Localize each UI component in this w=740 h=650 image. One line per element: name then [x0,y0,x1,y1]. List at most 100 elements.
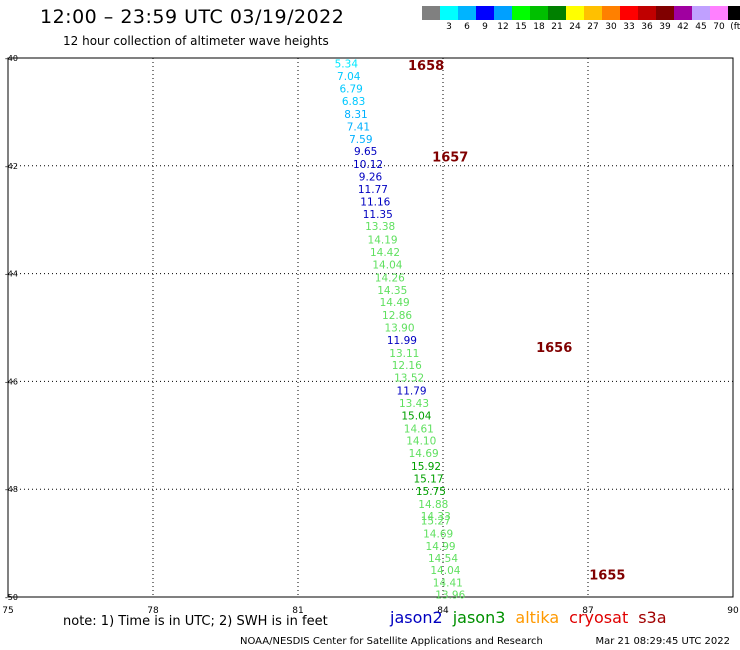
time-label: 1657 [432,151,468,166]
swh-data-point: 14.10 [406,436,436,448]
legend-swatch [638,6,656,20]
y-tick-label: -48 [5,485,18,494]
footer: NOAA/NESDIS Center for Satellite Applica… [240,636,730,647]
swh-data-point: 11.79 [397,386,427,398]
swh-data-point: 7.04 [337,71,361,83]
swh-data-point: 15.04 [401,410,431,422]
swh-data-point: 15.27 [421,515,451,527]
legend-swatch [728,6,740,20]
legend-swatch [674,6,692,20]
swh-data-point: 15.17 [413,473,443,485]
legend-label: 33 [623,22,635,32]
legend-swatch [458,6,476,20]
x-tick-label: 87 [582,606,593,616]
swh-data-point: 14.04 [430,565,460,577]
swh-data-point: 7.59 [349,134,372,146]
y-tick-label: -44 [5,270,18,279]
swh-data-point: 13.52 [394,373,424,385]
swh-data-point: 11.77 [358,184,388,196]
swh-data-point: 14.04 [372,259,402,271]
swh-data-point: 9.26 [359,172,383,184]
legend-swatch [494,6,512,20]
swh-data-point: 13.96 [435,589,465,601]
swh-data-point: 14.33 [421,511,451,523]
swh-data-point: 14.69 [409,448,439,460]
swh-data-point: 5.34 [335,58,359,70]
swh-data-point: 13.43 [399,398,429,410]
legend-swatch [710,6,728,20]
swh-data-point: 13.90 [384,323,414,335]
legend-swatch [530,6,548,20]
time-label: 1656 [536,341,572,356]
plot-frame [7,57,734,598]
swh-data-point: 9.65 [354,146,377,158]
time-label: 1655 [589,568,625,583]
y-tick-label: -40 [5,54,18,63]
legend-swatch [476,6,494,20]
note-text: note: 1) Time is in UTC; 2) SWH is in fe… [63,614,328,629]
legend-swatch [440,6,458,20]
x-tick-label: 81 [292,606,303,616]
legend-label: 39 [659,22,671,32]
legend-label: 18 [533,22,545,32]
swh-data-point: 13.11 [389,348,419,360]
satellite-jason3: jason3 [452,608,506,627]
swh-data-point: 14.99 [426,541,456,553]
swh-data-point: 14.54 [428,553,458,565]
legend-label: 6 [464,22,470,32]
legend-swatch [512,6,530,20]
swh-data-point: 11.35 [363,209,393,221]
footer-timestamp: Mar 21 08:29:45 UTC 2022 [595,636,731,647]
satellite-jason2: jason2 [390,608,443,627]
footer-credit: NOAA/NESDIS Center for Satellite Applica… [240,636,543,647]
chart-title: 12:00 – 23:59 UTC 03/19/2022 [40,6,345,28]
legend-label: (ft) [730,22,740,32]
legend-swatch [602,6,620,20]
swh-data-point: 14.42 [370,247,400,259]
legend-swatch [566,6,584,20]
legend-swatch [692,6,710,20]
satellite-legend: jason2 jason3 altika cryosat s3a [390,608,667,627]
swh-data-point: 13.38 [365,221,395,233]
legend-label: 15 [515,22,527,32]
legend-label: 24 [569,22,581,32]
y-tick-label: -50 [5,593,18,602]
swh-data-point: 7.41 [347,121,370,133]
y-tick-label: -46 [5,377,18,386]
legend-label: 21 [551,22,563,32]
swh-data-point: 14.19 [368,235,398,247]
swh-data-point: 8.31 [344,109,367,121]
satellite-altika: altika [515,608,560,627]
swh-data-point: 14.69 [423,528,453,540]
swh-data-point: 11.16 [360,196,390,208]
x-tick-label: 90 [727,606,739,616]
swh-data-point: 14.61 [404,423,434,435]
swh-data-point: 14.49 [380,297,410,309]
satellite-cryosat: cryosat [569,608,629,627]
swh-data-point: 12.16 [392,360,422,372]
legend-swatch [548,6,566,20]
swh-data-point: 14.35 [377,285,407,297]
legend-label: 12 [497,22,509,32]
x-tick-label: 75 [2,606,13,616]
legend-label: 45 [695,22,707,32]
legend-swatch [422,6,440,20]
chart-subtitle: 12 hour collection of altimeter wave hei… [63,34,329,48]
time-label: 1658 [408,59,444,74]
legend-label: 27 [587,22,599,32]
legend-label: 3 [446,22,452,32]
x-tick-label: 84 [437,606,449,616]
legend-label: 30 [605,22,617,32]
satellite-s3a: s3a [638,608,667,627]
swh-data-point: 6.79 [339,84,362,96]
legend-label: 9 [482,22,488,32]
legend-swatch [656,6,674,20]
legend-swatch [584,6,602,20]
swh-data-point: 6.83 [342,96,365,108]
swh-data-point: 14.88 [418,499,448,511]
legend-label: 70 [713,22,725,32]
swh-data-point: 14.41 [433,577,463,589]
swh-data-point: 15.92 [411,461,441,473]
